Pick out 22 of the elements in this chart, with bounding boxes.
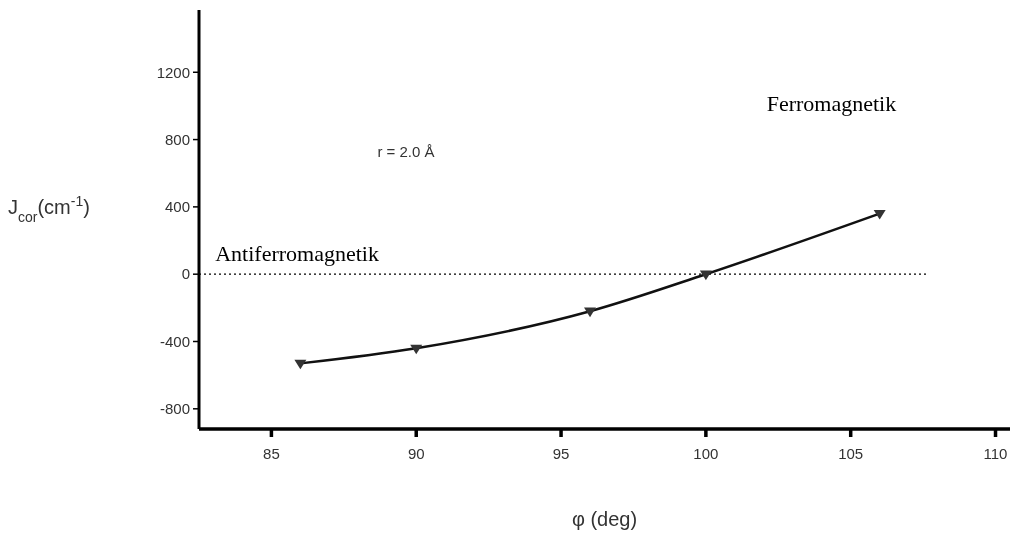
point (699, 270, 712, 281)
annotation: Ferromagnetik (766, 90, 897, 116)
x-tick-label: 100 (693, 445, 719, 462)
y-tick-label: -800 (159, 400, 190, 418)
point (410, 344, 423, 355)
y-axis-title: J$_{cor}$(cm$^{-1}$) (8, 192, 90, 225)
x-tick-label: 110 (983, 445, 1008, 462)
point (584, 307, 597, 318)
x-tick-label: 90 (407, 445, 425, 462)
y-tick-label: 800 (164, 130, 190, 148)
y-tick-label: 1200 (156, 63, 190, 81)
x-tick-label: 95 (552, 445, 570, 462)
x-tick-label: 85 (263, 445, 280, 462)
y-tick-label: 400 (164, 198, 190, 216)
x-tick-label: 105 (838, 445, 864, 462)
y-tick-label: 0 (181, 265, 190, 283)
x-axis-title: φ (deg) (571, 508, 638, 530)
point (294, 359, 307, 370)
annotation: Antiferromagnetik (215, 241, 379, 267)
point (873, 210, 886, 220)
y-tick-label: -400 (159, 332, 190, 350)
annotation: r = 2.0 Å (377, 142, 435, 160)
